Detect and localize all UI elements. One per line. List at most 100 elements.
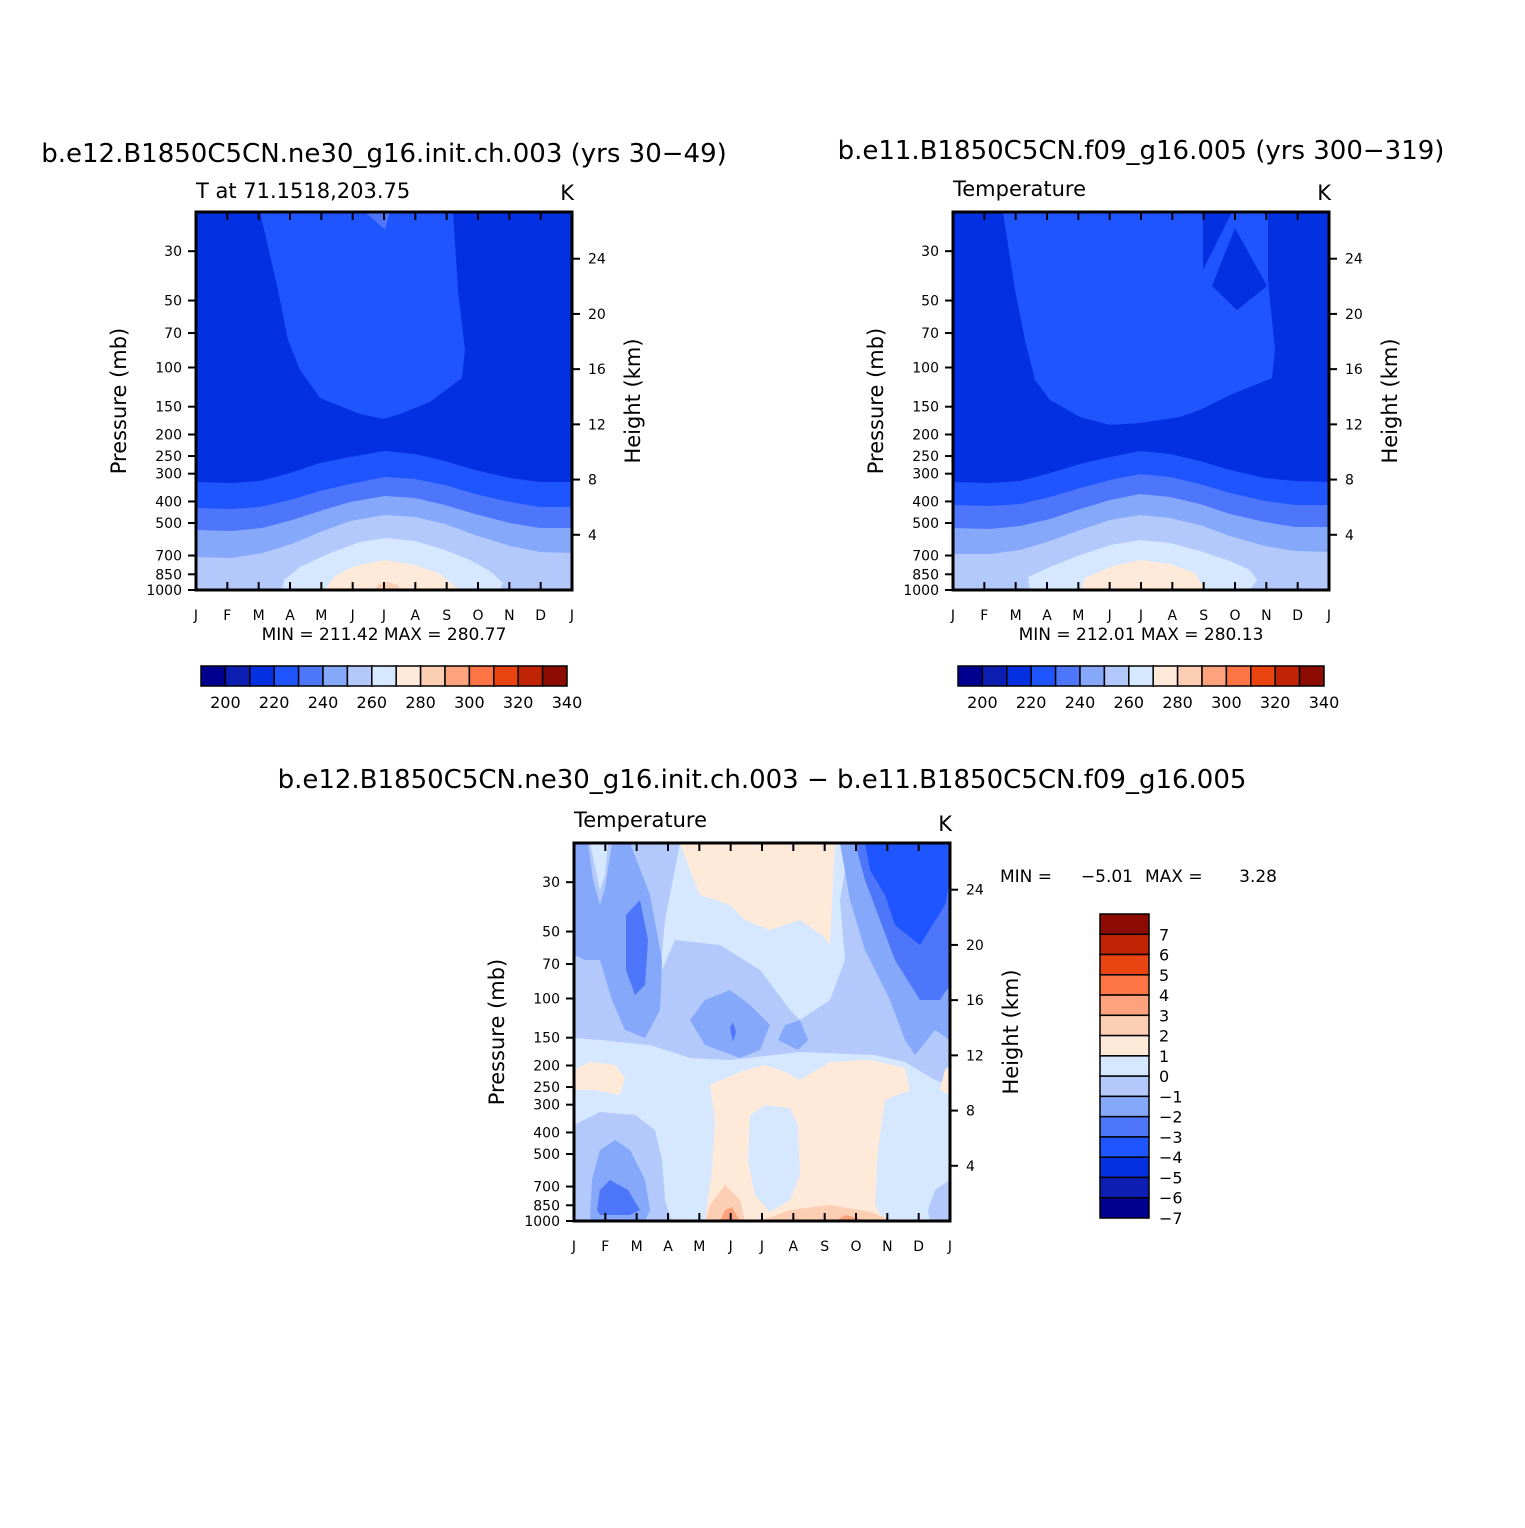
colorbar-label: 260 xyxy=(357,693,388,712)
panel-difference: b.e12.B1850C5CN.ne30_g16.init.ch.003 − b… xyxy=(278,765,1277,1255)
y-right-tick-label: 4 xyxy=(966,1159,975,1175)
y-tick-label: 100 xyxy=(155,361,182,377)
colorbar-swatch xyxy=(1099,1156,1150,1179)
colorbar-swatch xyxy=(1298,665,1325,687)
contour-band xyxy=(574,1062,625,1095)
colorbar-swatch xyxy=(419,665,446,687)
colorbar-swatch xyxy=(224,665,251,687)
colorbar-swatch xyxy=(371,665,397,687)
colorbar-label: −3 xyxy=(1159,1128,1183,1147)
contour-band xyxy=(626,900,648,995)
panel-c-y-axis-label: Pressure (mb) xyxy=(485,959,509,1106)
colorbar-label: −7 xyxy=(1159,1209,1183,1228)
colorbar-swatch xyxy=(468,665,495,687)
y-tick-label: 200 xyxy=(155,427,182,443)
colorbar-swatch xyxy=(1103,665,1130,687)
colorbar-swatch xyxy=(1099,1034,1150,1057)
panel-c-variable-label: Temperature xyxy=(573,808,707,832)
x-tick-label: N xyxy=(1261,608,1271,624)
x-tick-label: F xyxy=(980,608,988,624)
colorbar-swatch xyxy=(493,665,519,687)
y-tick-label: 1000 xyxy=(524,1214,560,1230)
y-right-tick-label: 8 xyxy=(588,473,597,489)
y-tick-label: 30 xyxy=(542,875,560,891)
y-tick-label: 50 xyxy=(921,294,939,310)
y-tick-label: 700 xyxy=(912,549,939,565)
colorbar-label: 320 xyxy=(1260,693,1291,712)
contour-band xyxy=(325,560,460,590)
colorbar-swatch xyxy=(249,665,275,687)
colorbar-label: 220 xyxy=(1016,693,1047,712)
colorbar-swatch xyxy=(395,665,422,687)
y-tick-label: 200 xyxy=(912,427,939,443)
colorbar-swatch xyxy=(1099,1176,1150,1199)
y-right-tick-label: 20 xyxy=(966,938,984,954)
colorbar-swatch xyxy=(957,665,984,687)
y-tick-label: 300 xyxy=(912,467,939,483)
y-tick-label: 100 xyxy=(912,361,939,377)
panel-a-y-right-axis-label: Height (km) xyxy=(621,338,645,463)
colorbar-swatch xyxy=(1099,933,1150,956)
panel-a-colorbar: 200 220 240 260 280 300 320 340 xyxy=(200,665,582,712)
contour-band xyxy=(730,1022,736,1042)
contour-band xyxy=(748,1105,800,1212)
colorbar-swatch xyxy=(1176,665,1203,687)
panel-a-title: b.e12.B1850C5CN.ne30_g16.init.ch.003 (yr… xyxy=(41,139,727,169)
y-tick-label: 700 xyxy=(155,549,182,565)
y-tick-label: 400 xyxy=(533,1125,560,1141)
colorbar-swatch xyxy=(1006,665,1032,687)
panel-c-min-value: −5.01 xyxy=(1081,867,1133,887)
panel-c-min-label: MIN = xyxy=(1000,867,1052,887)
colorbar-label: 300 xyxy=(1211,693,1242,712)
panel-c-max-label: MAX = xyxy=(1145,867,1203,887)
panel-a-min-max: MIN = 211.42 MAX = 280.77 xyxy=(262,625,507,645)
colorbar-label: 200 xyxy=(210,693,241,712)
x-tick-label: A xyxy=(411,608,421,624)
y-right-tick-label: 20 xyxy=(1345,307,1363,323)
y-tick-label: 70 xyxy=(542,957,560,973)
contour-band xyxy=(680,843,835,945)
colorbar-label: −2 xyxy=(1159,1108,1183,1127)
colorbar-swatch xyxy=(200,665,227,687)
y-right-tick-label: 20 xyxy=(588,307,606,323)
colorbar-swatch xyxy=(1099,1136,1150,1158)
colorbar-label: 0 xyxy=(1159,1067,1169,1086)
y-tick-label: 50 xyxy=(542,925,560,941)
panel-a-units-label: K xyxy=(560,181,575,205)
y-tick-label: 70 xyxy=(164,326,182,342)
colorbar-label: 340 xyxy=(1309,693,1340,712)
colorbar-label: 3 xyxy=(1159,1006,1169,1025)
y-tick-label: 500 xyxy=(533,1147,560,1163)
colorbar-swatch xyxy=(297,665,324,687)
colorbar-label: −6 xyxy=(1159,1189,1183,1208)
colorbar-swatch xyxy=(1201,665,1228,687)
colorbar-label: 320 xyxy=(503,693,534,712)
x-tick-label: J xyxy=(350,608,355,624)
colorbar-swatch xyxy=(444,665,471,687)
panel-a-variable-label: T at 71.1518,203.75 xyxy=(195,179,410,203)
colorbar-swatch xyxy=(517,665,544,687)
panel-c-frame: J F M A M J J A S O N D J 30 50 70 100 150 200 250 300 400 500… xyxy=(524,841,984,1255)
x-tick-label: S xyxy=(820,1239,829,1255)
y-tick-label: 1000 xyxy=(903,583,939,599)
panel-c-y-right-axis-label: Height (km) xyxy=(999,969,1023,1094)
y-tick-label: 300 xyxy=(155,467,182,483)
y-tick-label: 850 xyxy=(533,1198,560,1214)
x-tick-label: J xyxy=(1326,608,1331,624)
x-tick-label: J xyxy=(193,608,198,624)
y-tick-label: 500 xyxy=(912,516,939,532)
x-tick-label: A xyxy=(285,608,295,624)
colorbar-label: 240 xyxy=(1065,693,1096,712)
y-tick-label: 850 xyxy=(155,567,182,583)
colorbar-swatch xyxy=(1099,1115,1150,1138)
x-tick-label: A xyxy=(663,1239,673,1255)
contour-band xyxy=(690,990,770,1058)
colorbar-swatch xyxy=(1054,665,1081,687)
x-tick-label: J xyxy=(759,1239,764,1255)
y-tick-label: 300 xyxy=(533,1098,560,1114)
colorbar-label: 6 xyxy=(1159,946,1169,965)
colorbar-swatch xyxy=(273,665,300,687)
colorbar-swatch xyxy=(981,665,1008,687)
